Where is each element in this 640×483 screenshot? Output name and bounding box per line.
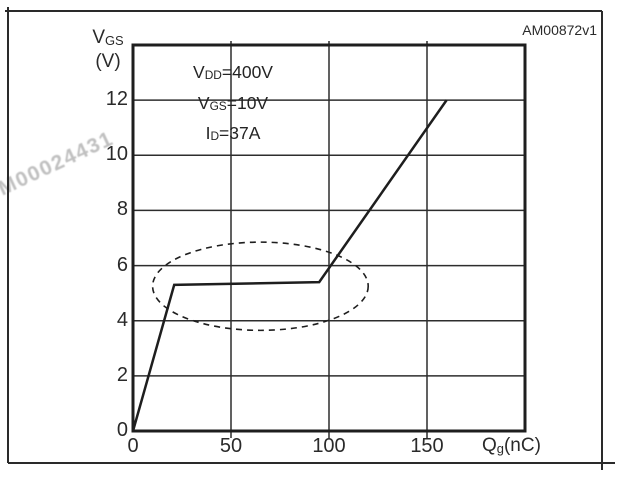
condition-id-subscript: D — [210, 129, 220, 144]
condition-id-symbol: I — [205, 123, 211, 143]
condition-vgs-subscript: GS — [209, 98, 227, 113]
x-axis-symbol: Q — [482, 435, 497, 456]
y-axis-symbol-line: VGS — [86, 26, 130, 50]
condition-vdd-subscript: DD — [204, 68, 222, 83]
plateau-ellipse — [151, 241, 369, 332]
gate-charge-curve — [131, 99, 448, 432]
test-conditions-box: VDD=400V VGS=10V ID=37A — [166, 58, 300, 150]
condition-id-value: =37A — [219, 123, 261, 143]
y-tick-label: 6 — [116, 253, 128, 276]
y-axis-symbol: V — [92, 27, 106, 48]
x-tick-label: 50 — [219, 435, 243, 457]
x-tick-label: 0 — [127, 435, 139, 457]
y-axis-unit: (V) — [95, 51, 121, 72]
condition-vgs: VGS=10V — [166, 89, 300, 120]
condition-id: ID=37A — [166, 119, 300, 150]
x-tick-label: 100 — [312, 435, 346, 457]
y-tick-label: 12 — [105, 88, 128, 111]
condition-vgs-value: =10V — [226, 92, 269, 113]
x-axis-unit: (nC) — [503, 435, 541, 456]
x-tick-label: 150 — [410, 435, 444, 457]
plot-border — [131, 43, 527, 433]
y-tick-label: 0 — [116, 419, 128, 441]
y-tick-label: 8 — [116, 198, 128, 221]
y-axis-label: VGS (V) — [86, 26, 130, 73]
x-axis-label: Qg(nC) — [482, 435, 541, 457]
condition-vdd-value: =400V — [221, 62, 273, 82]
condition-vgs-symbol: V — [197, 92, 210, 113]
y-axis-subscript: GS — [105, 32, 124, 48]
y-tick-label: 10 — [105, 143, 128, 166]
y-tick-label: 2 — [116, 363, 128, 386]
condition-vdd-symbol: V — [193, 62, 205, 82]
figure-id-label: AM00872v1 — [522, 22, 597, 38]
condition-vdd: VDD=400V — [166, 58, 300, 89]
x-axis-subscript: g — [496, 440, 504, 456]
y-tick-label: 4 — [116, 308, 128, 331]
